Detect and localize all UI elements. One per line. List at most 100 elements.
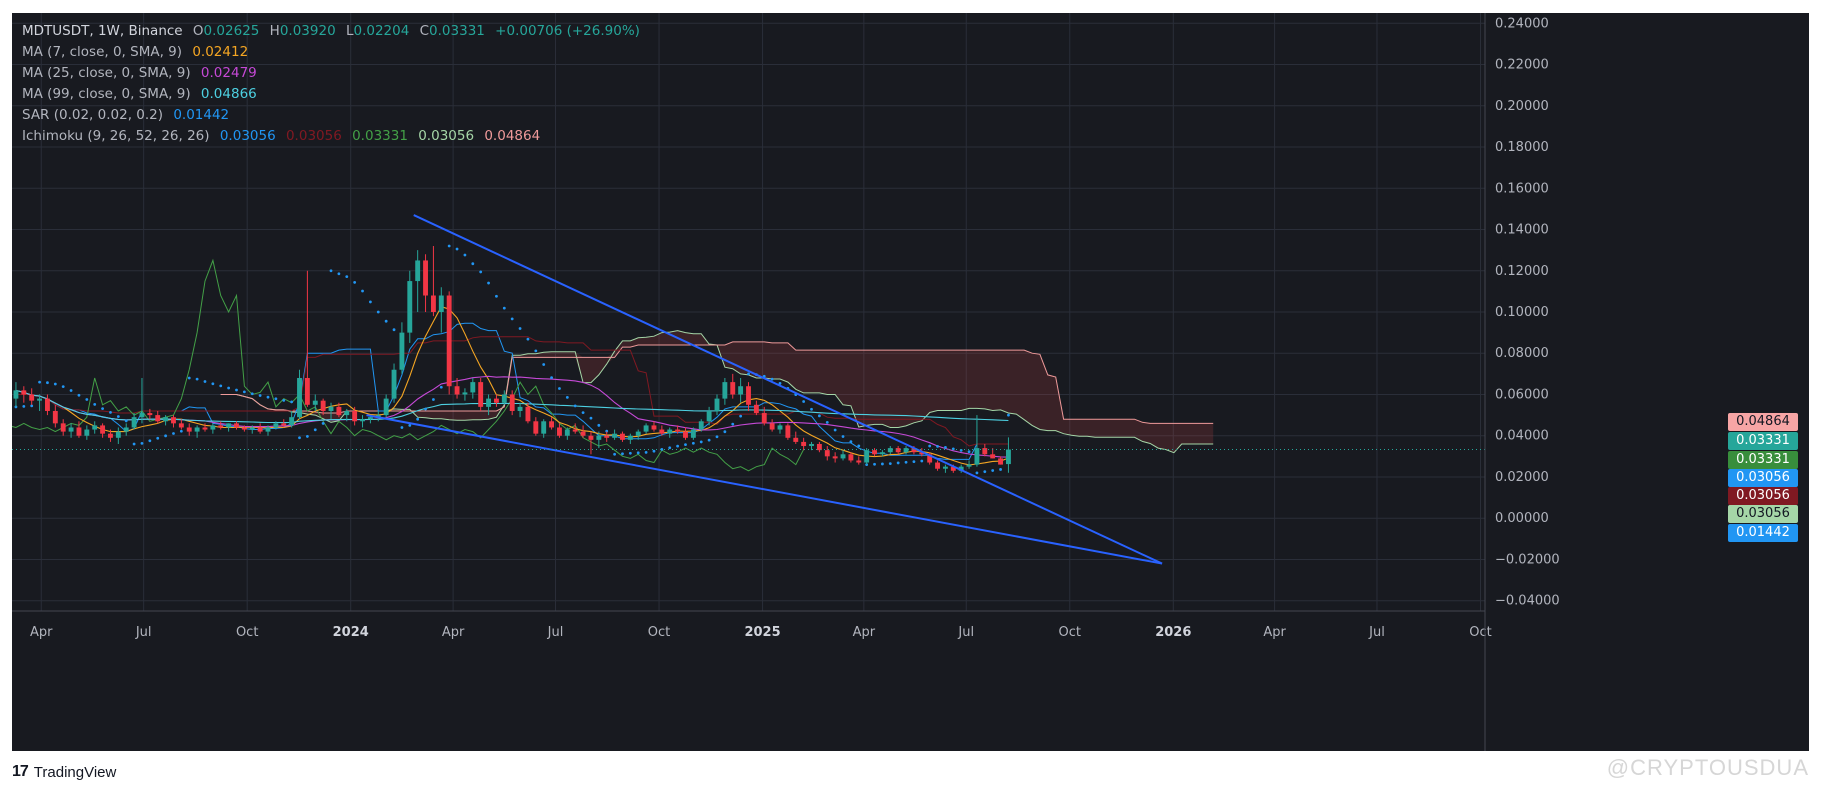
candle xyxy=(186,423,192,436)
legend-sar-row[interactable]: SAR (0.02, 0.02, 0.2) 0.01442 xyxy=(22,105,646,126)
candle-body xyxy=(178,423,184,428)
candle xyxy=(738,377,744,403)
y-tick-label: 0.24000 xyxy=(1495,16,1549,31)
candle xyxy=(824,446,830,461)
sar-dot xyxy=(376,310,380,314)
legend-ma99-row[interactable]: MA (99, close, 0, SMA, 9) 0.04866 xyxy=(22,84,646,105)
sar-label: SAR (0.02, 0.02, 0.2) xyxy=(22,107,164,123)
sar-dot xyxy=(691,441,695,445)
candle xyxy=(887,446,893,455)
sar-dot xyxy=(116,415,120,418)
axes: 0.24000 0.22000 0.20000 0.18000 0.16000 0.140… xyxy=(12,13,1560,751)
sar-dot xyxy=(305,435,309,438)
candle xyxy=(848,452,854,463)
candle-body xyxy=(407,281,413,333)
y-tick-label: 0.00000 xyxy=(1495,511,1549,526)
chart-panel[interactable]: 0.24000 0.22000 0.20000 0.18000 0.16000 0.140… xyxy=(12,13,1809,751)
candle xyxy=(1005,437,1011,473)
sar-dot xyxy=(802,400,806,403)
candle-body xyxy=(549,421,555,428)
legend-ma7-row[interactable]: MA (7, close, 0, SMA, 9) 0.02412 xyxy=(22,42,646,63)
candle-body xyxy=(950,466,956,471)
sar-dot xyxy=(558,387,561,390)
ichimoku-leading-b-value: 0.04864 xyxy=(484,128,541,144)
candle xyxy=(903,446,909,455)
candle xyxy=(265,425,271,436)
candle xyxy=(525,402,531,424)
candle-body xyxy=(612,433,618,438)
candle xyxy=(68,423,74,438)
candle-body xyxy=(927,454,933,463)
candle xyxy=(840,450,846,461)
candle-body xyxy=(872,450,877,455)
candle-body xyxy=(123,427,129,432)
candle xyxy=(194,425,200,438)
candle-body xyxy=(257,427,263,432)
ma25-value: 0.02479 xyxy=(200,65,257,81)
sar-dot xyxy=(817,414,821,418)
sar-dot xyxy=(849,440,853,444)
candle xyxy=(37,394,43,411)
candle-body xyxy=(856,460,862,463)
sar-dot xyxy=(313,428,317,432)
candle-body xyxy=(163,417,169,422)
candle xyxy=(289,410,295,428)
candle-body xyxy=(100,425,106,434)
candle xyxy=(769,419,775,432)
candle-body xyxy=(21,390,27,395)
sar-dot xyxy=(928,444,932,448)
candle-body xyxy=(60,423,66,432)
candle-body xyxy=(596,435,602,440)
candle xyxy=(746,382,751,411)
candle-body xyxy=(76,427,82,436)
candle xyxy=(832,452,838,463)
sar-dot xyxy=(534,349,538,353)
chart-canvas[interactable]: 0.24000 0.22000 0.20000 0.18000 0.16000 0.140… xyxy=(12,13,1809,751)
candle-body xyxy=(438,295,444,312)
candle xyxy=(998,456,1004,465)
candle xyxy=(202,423,208,432)
candle xyxy=(13,382,19,407)
x-tick-label: Jul xyxy=(957,625,974,640)
sar-dot xyxy=(46,381,49,385)
tradingview-logo[interactable]: 17 TradingView xyxy=(12,763,116,781)
x-tick-label: Oct xyxy=(648,625,670,640)
tradingview-brand: TradingView xyxy=(33,763,117,781)
candle xyxy=(52,404,58,428)
close-label: C xyxy=(419,23,430,39)
candle xyxy=(879,450,885,457)
candle xyxy=(273,421,279,430)
legend-symbol-row[interactable]: MDTUSDT, 1W, Binance O0.02625 H0.03920 L… xyxy=(22,21,646,42)
candle-body xyxy=(580,431,586,436)
sar-dot xyxy=(479,270,483,274)
candle-body xyxy=(887,448,893,453)
candle-body xyxy=(108,433,113,438)
candle-body xyxy=(879,452,885,455)
candle-body xyxy=(533,421,539,434)
sar-dot xyxy=(53,382,57,386)
sar-dot xyxy=(424,407,427,411)
candle-body xyxy=(171,417,176,424)
sar-dot xyxy=(203,380,207,383)
x-tick-label: Apr xyxy=(442,625,465,640)
sar-value: 0.01442 xyxy=(173,107,230,123)
sar-dot xyxy=(896,461,900,465)
candle-body xyxy=(52,410,58,424)
tradingview-mark-icon: 17 xyxy=(12,763,29,780)
y-tick-label: 0.04000 xyxy=(1495,429,1549,444)
legend-ichimoku-row[interactable]: Ichimoku (9, 26, 52, 26, 26) 0.03056 0.0… xyxy=(22,126,646,147)
candle-body xyxy=(990,454,996,459)
candle-body xyxy=(470,382,476,393)
candle-body xyxy=(604,435,610,438)
sar-dot xyxy=(258,394,262,397)
candle xyxy=(533,417,539,436)
grid-lines xyxy=(12,13,1485,611)
sar-dot xyxy=(621,452,624,456)
sar-dot xyxy=(778,381,782,385)
legend-ma25-row[interactable]: MA (25, close, 0, SMA, 9) 0.02479 xyxy=(22,63,646,84)
candle-body xyxy=(864,450,870,463)
candle-body xyxy=(525,406,531,422)
candle-body xyxy=(84,429,90,436)
candle xyxy=(21,386,27,403)
sar-dot xyxy=(605,429,609,433)
